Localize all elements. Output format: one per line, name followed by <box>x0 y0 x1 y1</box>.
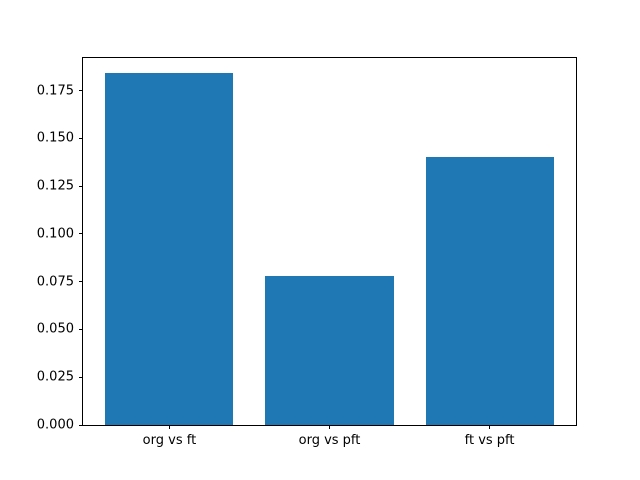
y-tick-mark <box>79 281 83 283</box>
y-tick-mark <box>79 90 83 91</box>
y-tick-label: 0.125 <box>36 178 74 194</box>
y-tick-mark <box>79 185 83 187</box>
y-tick-label: 0.100 <box>36 226 74 242</box>
x-tick-label: ft vs pft <box>464 433 515 448</box>
y-tick-mark <box>79 233 83 235</box>
x-tick-label: org vs pft <box>298 433 361 448</box>
x-tick-mark <box>329 425 330 429</box>
x-tick-mark <box>168 425 170 429</box>
bar-org-vs-pft <box>265 275 394 425</box>
y-tick-label: 0.075 <box>36 274 74 290</box>
y-tick-label: 0.175 <box>36 83 74 98</box>
y-tick-mark <box>79 424 83 426</box>
y-tick-label: 0.000 <box>36 417 74 433</box>
plot-area: org vs ft org vs pft ft vs pft 0.000 0.025 0.… <box>37 57 577 447</box>
y-tick-mark <box>79 376 83 378</box>
y-tick-label: 0.150 <box>36 130 74 146</box>
x-tick-label: org vs ft <box>142 433 197 448</box>
bar-org-vs-ft <box>105 73 234 425</box>
x-tick-mark <box>489 425 491 429</box>
y-tick-mark <box>79 328 83 330</box>
y-tick-label: 0.050 <box>36 321 74 337</box>
bar-ft-vs-pft <box>425 157 554 425</box>
y-tick-mark <box>79 137 83 139</box>
y-tick-label: 0.025 <box>36 369 74 385</box>
